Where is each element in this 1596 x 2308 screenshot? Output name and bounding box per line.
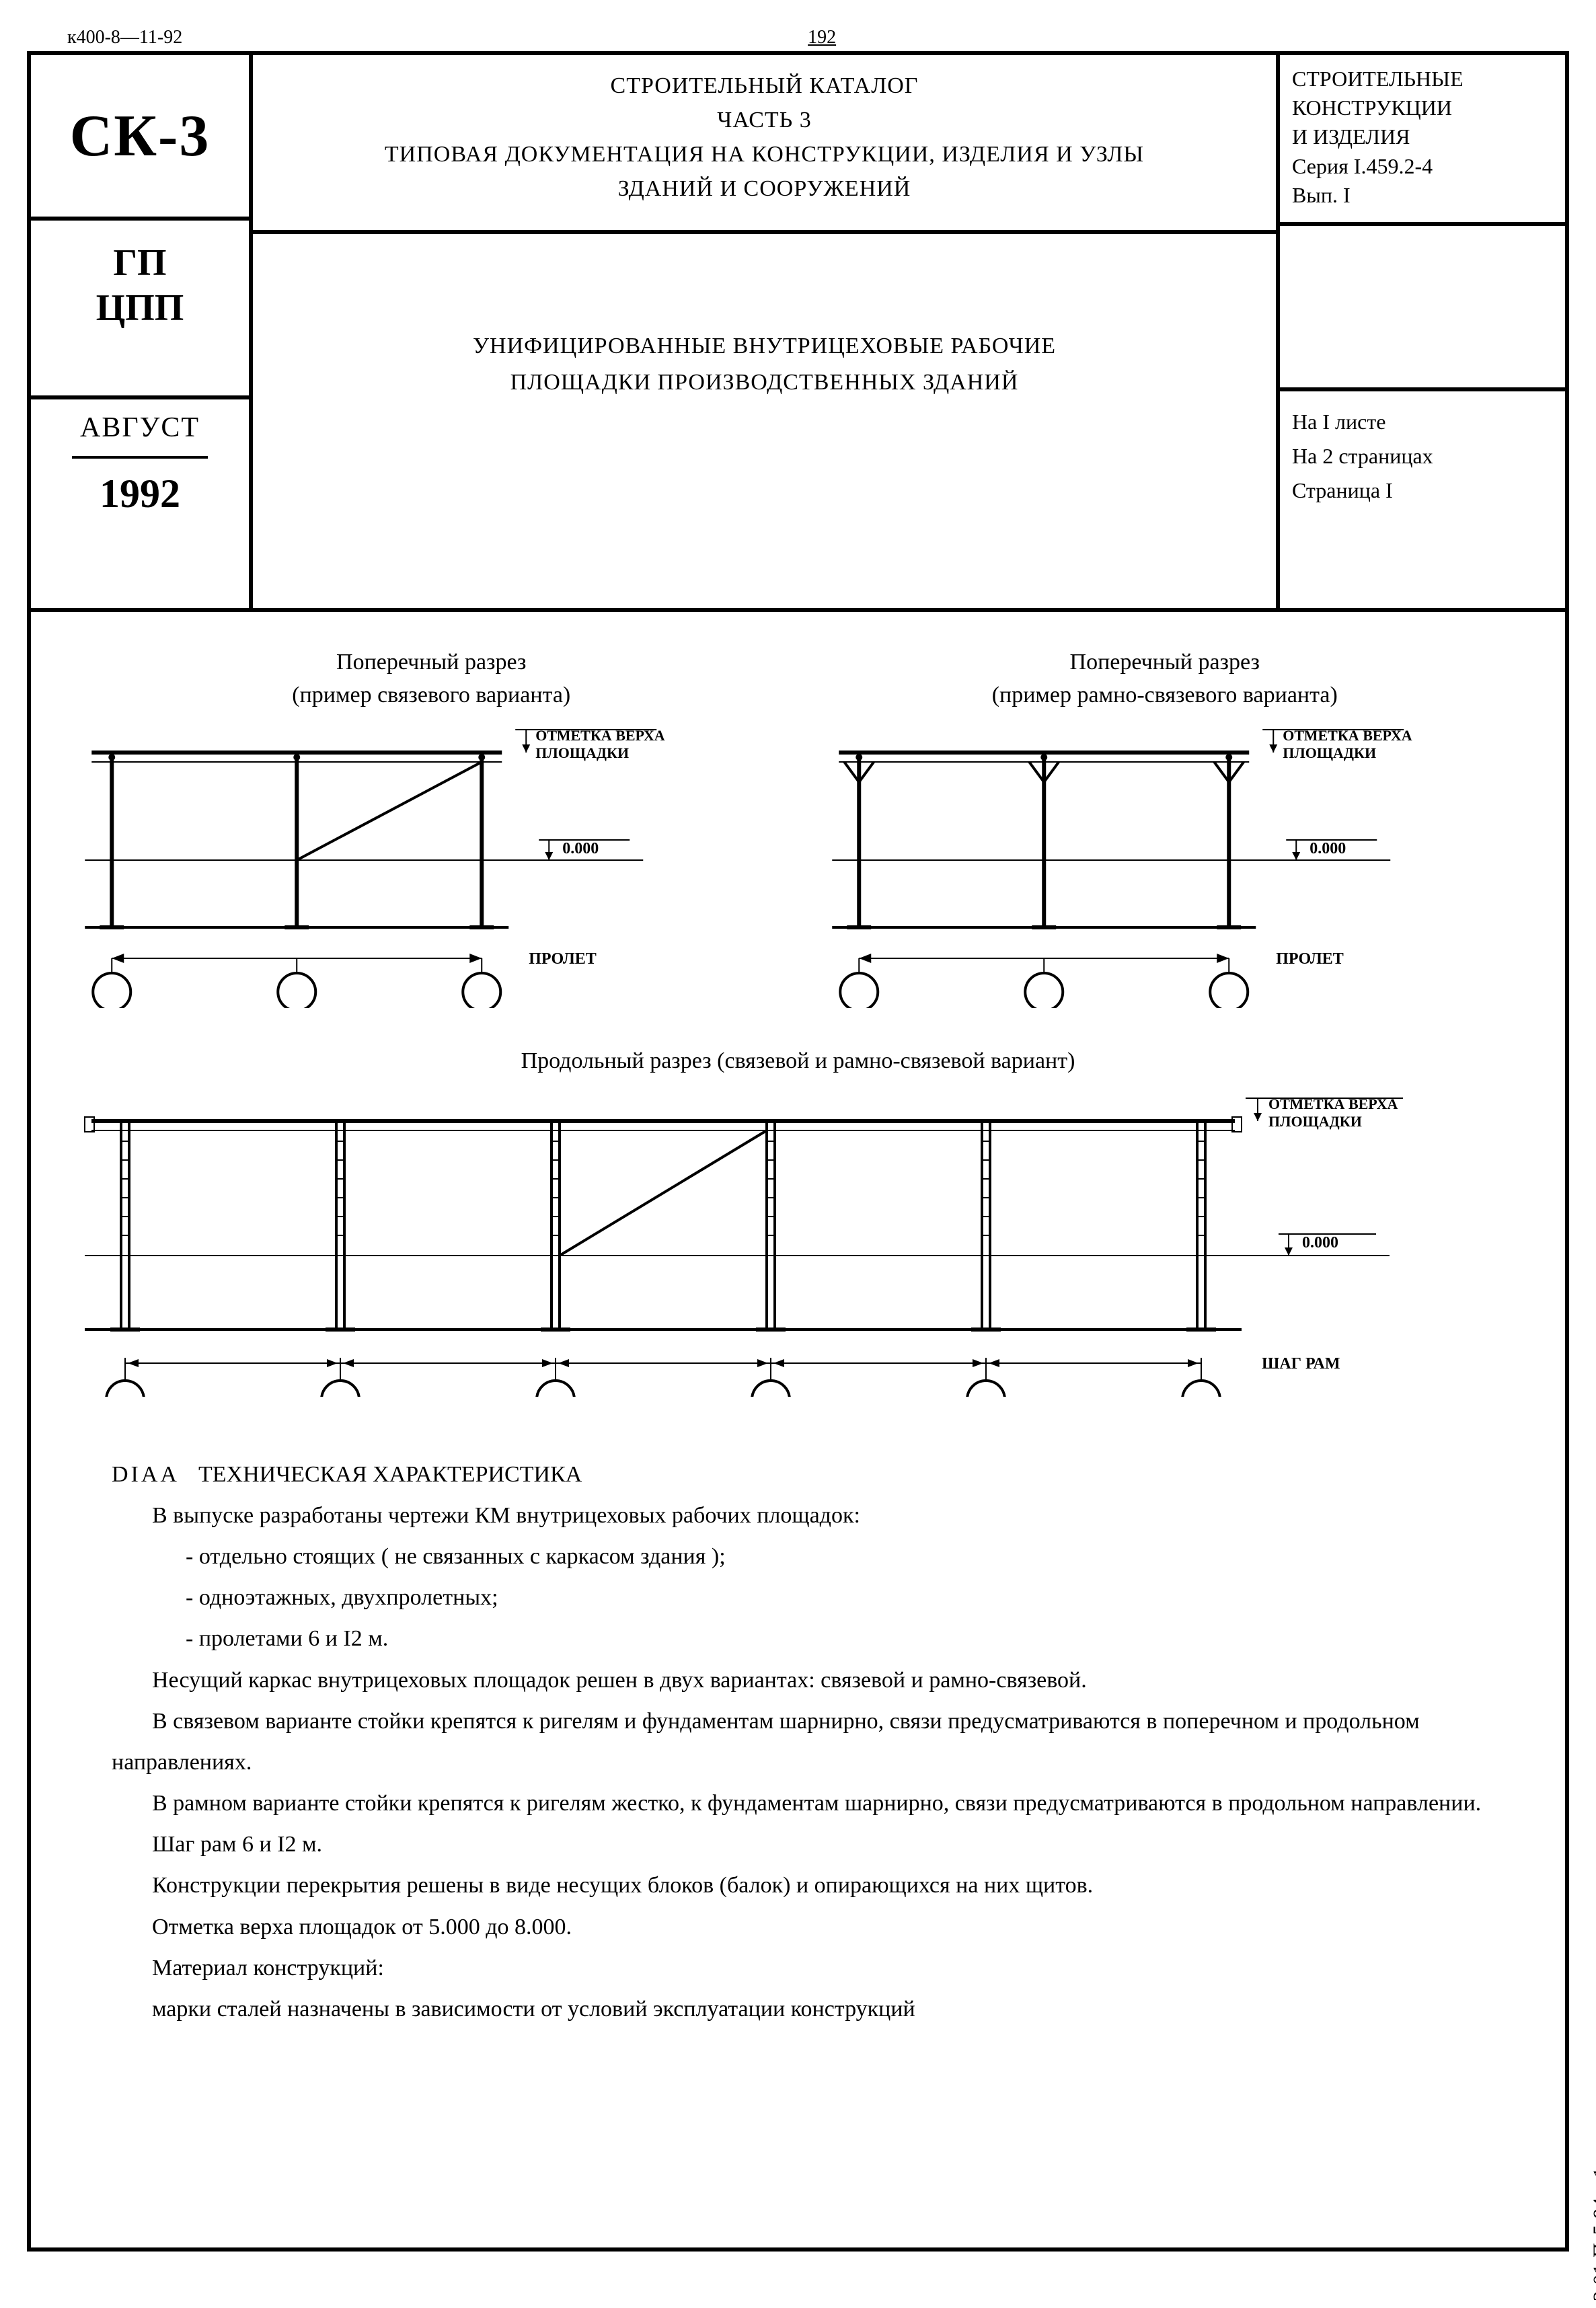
svg-text:0.000: 0.000: [1302, 1234, 1338, 1252]
catalog-l1: СТРОИТЕЛЬНЫЙ КАТАЛОГ: [273, 69, 1256, 103]
subtitle-l2: ПЛОЩАДКИ ПРОИЗВОДСТВЕННЫХ ЗДАНИЙ: [265, 364, 1264, 401]
para: Несущий каркас внутрицеховых площадок ре…: [112, 1660, 1505, 1701]
bullet: - одноэтажных, двухпролетных;: [112, 1577, 1505, 1618]
doc-subtitle: УНИФИЦИРОВАННЫЕ ВНУТРИЦЕХОВЫЕ РАБОЧИЕ ПЛ…: [253, 234, 1276, 608]
technical-description: DIAA ТЕХНИЧЕСКАЯ ХАРАКТЕРИСТИКА В выпуск…: [31, 1414, 1565, 2030]
bullet: - отдельно стоящих ( не связанных с карк…: [112, 1536, 1505, 1577]
sheet-info: На I листе На 2 страницах Страница I: [1280, 391, 1565, 539]
para: Конструкции перекрытия решены в виде нес…: [112, 1865, 1505, 1906]
svg-text:ПЛОЩАДКИ: ПЛОЩАДКИ: [1283, 744, 1376, 761]
cross-section-rigid: ПРОЛЕТОТМЕТКА ВЕРХАПЛОЩАДКИ0.000: [812, 726, 1532, 1008]
cross-section-braced: ПРОЛЕТОТМЕТКА ВЕРХАПЛОЩАДКИ0.000: [65, 726, 785, 1008]
fig2-title: Поперечный разрез (пример рамно-связевог…: [798, 646, 1532, 712]
fig1-title: Поперечный разрез (пример связевого вари…: [65, 646, 798, 712]
svg-text:ШАГ РАМ: ШАГ РАМ: [1262, 1355, 1340, 1373]
para: Отметка верха площадок от 5.000 до 8.000…: [112, 1907, 1505, 1948]
svg-text:ПРОЛЕТ: ПРОЛЕТ: [529, 950, 597, 968]
fig3-title: Продольный разрез (связевой и рамно-связ…: [65, 1048, 1531, 1074]
para: В рамном варианте стойки крепятся к риге…: [112, 1783, 1505, 1824]
svg-text:ПЛОЩАДКИ: ПЛОЩАДКИ: [1268, 1113, 1362, 1130]
print-code: 3.01.П-5.94 т.1: [1589, 2167, 1596, 2301]
series-info: СТРОИТЕЛЬНЫЕ КОНСТРУКЦИИ И ИЗДЕЛИЯ Серия…: [1280, 55, 1565, 226]
svg-text:0.000: 0.000: [1309, 840, 1346, 857]
para: Материал конструкций:: [112, 1948, 1505, 1989]
svg-text:ПРОЛЕТ: ПРОЛЕТ: [1276, 950, 1344, 968]
title-block: СК-3 ГП ЦПП АВГУСТ 1992 СТРОИТЕЛЬНЫЙ КАТ…: [31, 55, 1565, 612]
page-number: 192: [808, 27, 836, 48]
para: В связевом варианте стойки крепятся к ри…: [112, 1701, 1505, 1783]
catalog-l2: ЧАСТЬ 3: [273, 103, 1256, 137]
para: марки сталей назначены в зависимости от …: [112, 1989, 1505, 2030]
org-line-1: ГП: [43, 241, 237, 286]
diaa-code: DIAA: [112, 1454, 180, 1495]
catalog-title: СТРОИТЕЛЬНЫЙ КАТАЛОГ ЧАСТЬ 3 ТИПОВАЯ ДОК…: [253, 55, 1276, 234]
bullet: - пролетами 6 и I2 м.: [112, 1618, 1505, 1659]
svg-text:ПЛОЩАДКИ: ПЛОЩАДКИ: [535, 744, 629, 761]
para: Шаг рам 6 и I2 м.: [112, 1824, 1505, 1865]
issue-year: 1992: [43, 471, 237, 517]
subtitle-l1: УНИФИЦИРОВАННЫЕ ВНУТРИЦЕХОВЫЕ РАБОЧИЕ: [265, 328, 1264, 364]
section-heading: ТЕХНИЧЕСКАЯ ХАРАКТЕРИСТИКА: [198, 1454, 582, 1495]
catalog-l3: ТИПОВАЯ ДОКУМЕНТАЦИЯ НА КОНСТРУКЦИИ, ИЗД…: [273, 137, 1256, 171]
org-line-2: ЦПП: [43, 286, 237, 331]
series-code: СК-3: [70, 102, 211, 170]
doc-code: к400-8—11-92: [67, 27, 182, 48]
svg-text:0.000: 0.000: [562, 840, 599, 857]
issue-month: АВГУСТ: [43, 412, 237, 444]
catalog-l4: ЗДАНИЙ И СООРУЖЕНИЙ: [273, 171, 1256, 206]
longitudinal-section: ШАГ РАМОТМЕТКА ВЕРХАПЛОЩАДКИ0.000: [65, 1087, 1477, 1397]
para: В выпуске разработаны чертежи КМ внутриц…: [112, 1495, 1505, 1536]
